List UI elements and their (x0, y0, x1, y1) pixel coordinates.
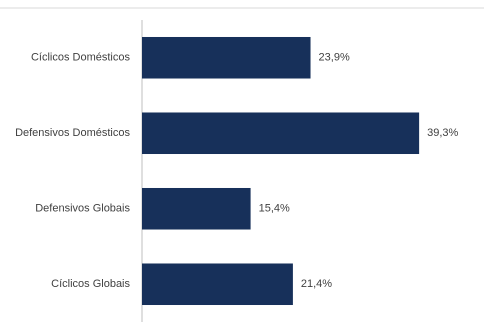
category-label-1: Defensivos Domésticos (15, 127, 130, 139)
category-label-0: Cíclicos Domésticos (31, 52, 131, 64)
value-label-3: 21,4% (301, 278, 332, 290)
bars-group (142, 36, 420, 306)
value-label-1: 39,3% (427, 127, 458, 139)
value-labels-group: 23,9% 39,3% 15,4% 21,4% (259, 52, 459, 291)
bar-3 (142, 263, 293, 306)
category-labels-group: Cíclicos Domésticos Defensivos Domésticos… (15, 52, 130, 291)
value-label-2: 15,4% (259, 203, 290, 215)
value-label-0: 23,9% (319, 52, 350, 64)
category-label-2: Defensivos Globais (35, 203, 130, 215)
category-label-3: Cíclicos Globais (51, 278, 130, 290)
bar-2 (142, 187, 251, 230)
bar-0 (142, 36, 311, 79)
bar-1 (142, 112, 420, 155)
